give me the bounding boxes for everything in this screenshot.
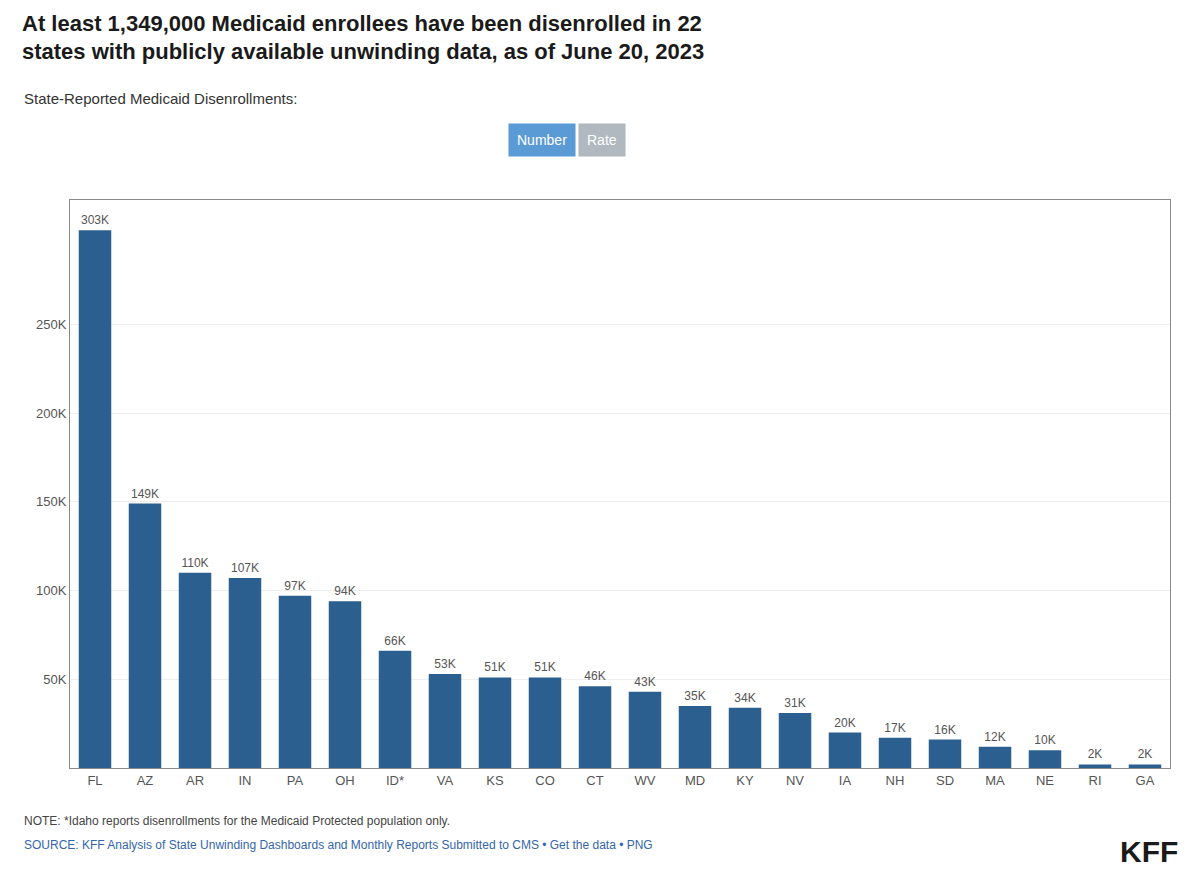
svg-text:AZ: AZ	[137, 773, 154, 788]
svg-text:VA: VA	[437, 773, 454, 788]
svg-text:IN: IN	[239, 773, 252, 788]
svg-text:34K: 34K	[734, 691, 755, 705]
svg-text:250K: 250K	[36, 317, 67, 332]
svg-text:At least 1,349,000 Medicaid en: At least 1,349,000 Medicaid enrollees ha…	[22, 11, 704, 65]
svg-text:200K: 200K	[36, 406, 67, 421]
svg-text:OH: OH	[335, 773, 355, 788]
svg-text:ID*: ID*	[386, 773, 404, 788]
svg-text:50K: 50K	[43, 672, 66, 687]
svg-text:17K: 17K	[884, 721, 905, 735]
svg-text:2K: 2K	[1138, 747, 1153, 761]
svg-text:20K: 20K	[834, 716, 855, 730]
svg-text:Rate: Rate	[587, 132, 617, 148]
svg-text:303K: 303K	[81, 213, 109, 227]
svg-text:NE: NE	[1036, 773, 1054, 788]
svg-text:16K: 16K	[934, 723, 955, 737]
svg-text:WV: WV	[635, 773, 656, 788]
svg-text:KS: KS	[486, 773, 504, 788]
svg-text:35K: 35K	[684, 689, 705, 703]
svg-text:46K: 46K	[584, 669, 605, 683]
svg-text:KFF: KFF	[1120, 835, 1178, 868]
svg-text:149K: 149K	[131, 487, 159, 501]
svg-text:State-Reported Medicaid Disenr: State-Reported Medicaid Disenrollments:	[24, 90, 297, 107]
svg-text:97K: 97K	[284, 579, 305, 593]
svg-text:51K: 51K	[534, 660, 555, 674]
svg-text:MD: MD	[685, 773, 705, 788]
svg-text:31K: 31K	[784, 696, 805, 710]
svg-text:Number: Number	[517, 132, 567, 148]
svg-text:53K: 53K	[434, 657, 455, 671]
svg-text:KY: KY	[736, 773, 754, 788]
svg-text:NV: NV	[786, 773, 804, 788]
svg-text:100K: 100K	[36, 583, 67, 598]
svg-text:51K: 51K	[484, 660, 505, 674]
svg-text:110K: 110K	[181, 556, 208, 570]
svg-text:12K: 12K	[984, 730, 1005, 744]
svg-text:AR: AR	[186, 773, 204, 788]
svg-text:43K: 43K	[634, 675, 655, 689]
svg-text:GA: GA	[1136, 773, 1155, 788]
svg-text:SD: SD	[936, 773, 954, 788]
svg-text:FL: FL	[87, 773, 102, 788]
svg-text:10K: 10K	[1034, 733, 1055, 747]
svg-text:CO: CO	[535, 773, 555, 788]
svg-text:IA: IA	[839, 773, 852, 788]
svg-text:66K: 66K	[384, 634, 405, 648]
svg-text:2K: 2K	[1088, 747, 1103, 761]
svg-text:MA: MA	[985, 773, 1005, 788]
svg-text:CT: CT	[586, 773, 603, 788]
svg-text:NOTE: *Idaho reports disenroll: NOTE: *Idaho reports disenrollments for …	[24, 814, 450, 828]
svg-text:150K: 150K	[36, 494, 67, 509]
svg-text:107K: 107K	[231, 561, 259, 575]
svg-text:RI: RI	[1089, 773, 1102, 788]
svg-text:NH: NH	[886, 773, 905, 788]
svg-text:PA: PA	[287, 773, 304, 788]
svg-text:SOURCE: KFF Analysis of State: SOURCE: KFF Analysis of State Unwinding …	[24, 838, 653, 852]
svg-text:94K: 94K	[334, 584, 355, 598]
